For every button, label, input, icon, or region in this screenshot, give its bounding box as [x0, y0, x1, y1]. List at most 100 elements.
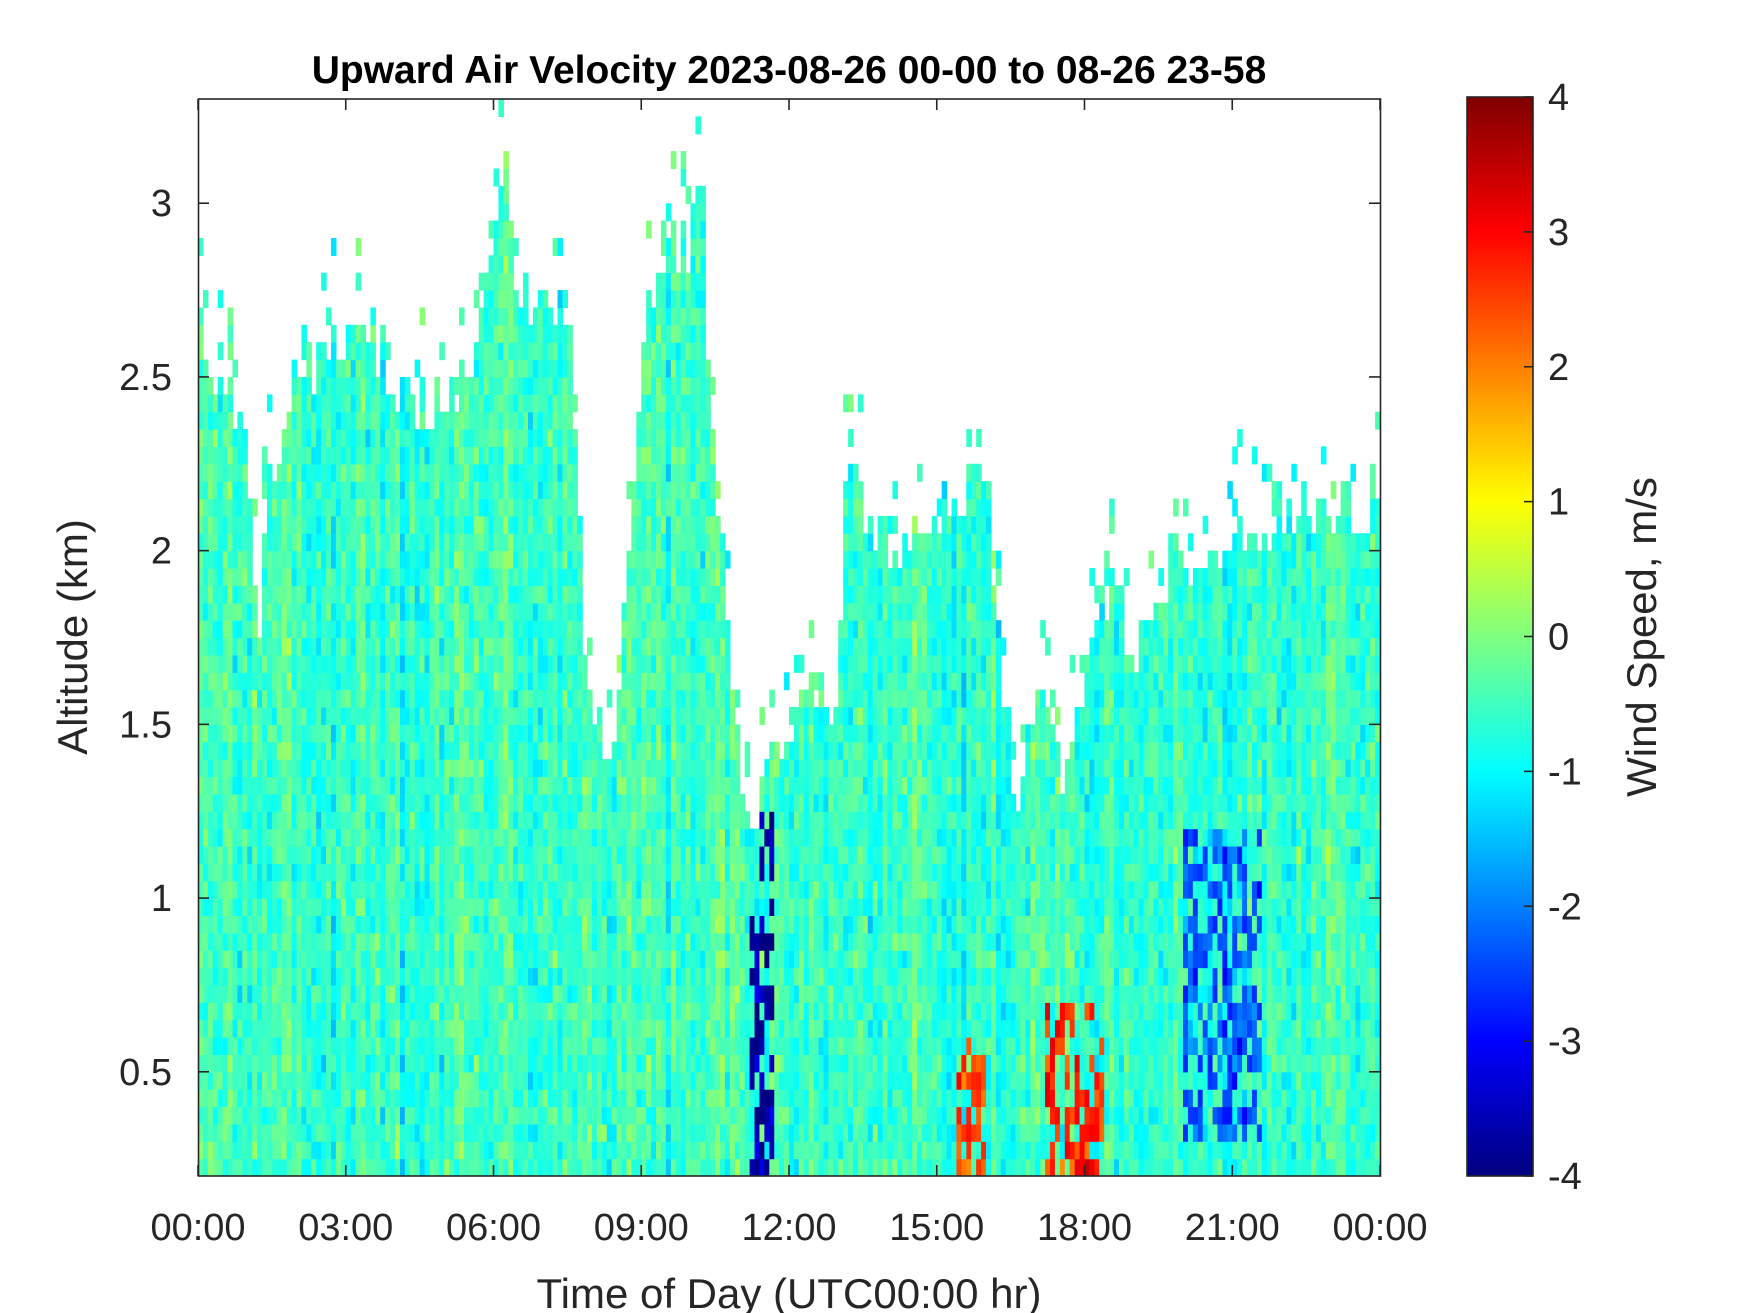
heatmap-cell — [276, 463, 283, 482]
heatmap-cell — [562, 845, 568, 864]
heatmap-cell — [316, 915, 322, 934]
heatmap-cell — [222, 394, 229, 413]
heatmap-cell — [532, 776, 539, 795]
heatmap-cell — [340, 550, 347, 569]
heatmap-cell — [355, 828, 362, 847]
heatmap-cell — [724, 1158, 731, 1176]
heatmap-cell — [724, 1037, 731, 1055]
heatmap-cell — [527, 394, 534, 413]
heatmap-cell — [508, 515, 514, 534]
heatmap-cell — [690, 828, 697, 847]
heatmap-cell — [321, 1106, 327, 1125]
heatmap-cell — [217, 1158, 224, 1176]
heatmap-cell — [700, 967, 706, 986]
heatmap-cell — [286, 811, 293, 830]
heatmap-cell — [606, 793, 613, 812]
heatmap-cell — [217, 568, 224, 586]
heatmap-cell — [370, 759, 376, 778]
heatmap-cell — [350, 1141, 357, 1160]
heatmap-cell — [444, 1002, 450, 1021]
heatmap-cell — [660, 1019, 667, 1038]
heatmap-cell — [291, 741, 298, 760]
heatmap-cell — [656, 568, 662, 586]
heatmap-cell — [444, 637, 450, 656]
heatmap-cell — [720, 950, 726, 969]
heatmap-cell — [301, 1054, 307, 1073]
heatmap-cell — [503, 272, 509, 291]
heatmap-cell — [335, 568, 342, 586]
heatmap-cell — [252, 811, 258, 830]
heatmap-cell — [454, 776, 460, 795]
heatmap-cell — [404, 1002, 411, 1021]
heatmap-cell — [577, 654, 583, 673]
heatmap-cell — [321, 1002, 327, 1021]
heatmap-cell — [276, 1037, 283, 1055]
heatmap-cell — [478, 429, 485, 448]
heatmap-cell — [616, 1123, 623, 1142]
heatmap-cell — [532, 898, 539, 917]
heatmap-cell — [567, 359, 573, 378]
heatmap-cell — [734, 1106, 741, 1125]
heatmap-cell — [321, 429, 327, 448]
heatmap-cell — [237, 481, 243, 500]
heatmap-cell — [660, 793, 667, 812]
heatmap-cell — [695, 324, 701, 343]
heatmap-cell — [498, 376, 504, 395]
heatmap-cell — [227, 1054, 234, 1073]
heatmap-cell — [321, 359, 327, 378]
heatmap-cell — [542, 359, 549, 378]
heatmap-cell — [252, 654, 258, 673]
heatmap-cell — [395, 568, 401, 586]
heatmap-cell — [409, 1089, 416, 1108]
heatmap-cell — [715, 568, 721, 586]
heatmap-cell — [631, 654, 637, 673]
heatmap-cell — [606, 1141, 613, 1160]
heatmap-cell — [399, 706, 406, 725]
heatmap-cell — [454, 984, 460, 1003]
heatmap-cell — [493, 498, 500, 517]
heatmap-cell — [587, 1037, 593, 1055]
heatmap-cell — [340, 394, 347, 413]
heatmap-cell — [680, 290, 687, 309]
heatmap-cell — [237, 1089, 243, 1108]
heatmap-cell — [562, 602, 568, 621]
heatmap-cell — [459, 811, 465, 830]
heatmap-cell — [266, 463, 273, 482]
heatmap-cell — [202, 828, 209, 847]
heatmap-cell — [567, 1037, 573, 1055]
heatmap-cell — [370, 533, 376, 552]
heatmap-cell — [532, 550, 539, 569]
heatmap-cell — [286, 776, 293, 795]
heatmap-cell — [527, 811, 534, 830]
heatmap-cell — [449, 1123, 455, 1142]
heatmap-cell — [434, 1002, 440, 1021]
heatmap-cell — [370, 376, 376, 395]
heatmap-cell — [493, 1123, 500, 1142]
heatmap-cell — [473, 550, 480, 569]
heatmap-cell — [399, 429, 406, 448]
heatmap-cell — [350, 376, 357, 395]
heatmap-cell — [316, 776, 322, 795]
heatmap-cell — [542, 776, 549, 795]
heatmap-cell — [670, 394, 677, 413]
heatmap-cell — [513, 602, 519, 621]
heatmap-cell — [198, 776, 204, 795]
heatmap-cell — [483, 602, 490, 621]
heatmap-cell — [326, 1123, 332, 1142]
heatmap-cell — [675, 1123, 682, 1142]
heatmap-cell — [198, 724, 204, 743]
heatmap-cell — [459, 568, 465, 586]
heatmap-cell — [345, 342, 352, 361]
heatmap-cell — [281, 776, 288, 795]
heatmap-cell — [651, 706, 657, 725]
heatmap-cell — [547, 394, 554, 413]
heatmap-cell — [592, 1002, 598, 1021]
heatmap-cell — [562, 863, 568, 882]
heatmap-cell — [222, 1158, 229, 1176]
heatmap-cell — [700, 898, 706, 917]
heatmap-cell — [685, 1002, 692, 1021]
heatmap-cell — [557, 915, 564, 934]
heatmap-cell — [198, 1158, 204, 1176]
heatmap-cell — [488, 429, 495, 448]
heatmap-cell — [459, 950, 465, 969]
